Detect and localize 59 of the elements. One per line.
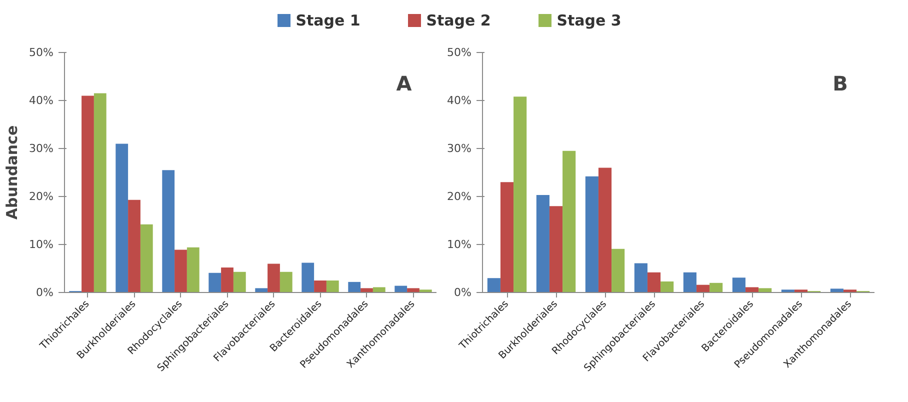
- y-tick-label: 30%: [29, 142, 54, 155]
- bar: [360, 288, 373, 292]
- bar: [634, 263, 648, 292]
- bar: [830, 288, 844, 292]
- annotation: A: [396, 72, 412, 96]
- bar: [140, 224, 153, 292]
- bar: [710, 282, 723, 292]
- bar: [683, 272, 696, 292]
- bar: [186, 247, 200, 292]
- legend-label: Stage 3: [556, 12, 622, 30]
- bar: [585, 176, 598, 292]
- bar: [280, 272, 292, 292]
- y-tick-label: 0%: [36, 286, 54, 299]
- y-tick-label: 50%: [29, 46, 54, 59]
- y-tick-label: 10%: [29, 238, 54, 251]
- bar: [696, 284, 710, 292]
- bar: [268, 264, 280, 292]
- bar: [487, 278, 500, 292]
- annotation: B: [832, 72, 848, 96]
- bar: [221, 268, 234, 292]
- bar: [162, 170, 175, 292]
- y-tick-label: 20%: [29, 190, 54, 203]
- bar: [732, 278, 746, 292]
- bar: [660, 281, 674, 292]
- bar: [647, 272, 661, 292]
- y-tick-label: 0%: [454, 286, 472, 299]
- bar: [745, 287, 759, 292]
- y-tick-label: 40%: [447, 94, 472, 107]
- bar: [255, 288, 268, 292]
- bar: [562, 150, 576, 292]
- y-tick-label: 20%: [447, 190, 472, 203]
- bar: [612, 248, 625, 292]
- y-tick-label: 40%: [29, 94, 54, 107]
- y-axis-title: Abundance: [3, 125, 22, 220]
- bar: [128, 200, 140, 292]
- bar: [302, 262, 314, 292]
- bar: [500, 182, 514, 292]
- bar: [758, 288, 772, 292]
- bar: [549, 206, 563, 292]
- bar: [208, 272, 222, 292]
- bar: [82, 96, 94, 292]
- y-tick-label: 50%: [447, 46, 472, 59]
- bar: [314, 280, 326, 292]
- legend-label: Stage 1: [296, 12, 360, 30]
- legend-label: Stage 2: [426, 12, 491, 30]
- bar: [598, 168, 612, 292]
- bar: [116, 144, 128, 292]
- y-tick-label: 10%: [447, 238, 472, 251]
- bar: [536, 195, 550, 292]
- bar: [372, 287, 386, 292]
- bar: [94, 93, 106, 292]
- bar: [348, 282, 361, 292]
- bar: [514, 96, 527, 292]
- bar: [174, 250, 187, 292]
- bar: [394, 286, 408, 292]
- bar: [407, 288, 420, 292]
- y-tick-label: 30%: [447, 142, 472, 155]
- bar: [326, 280, 339, 292]
- bar: [233, 272, 246, 292]
